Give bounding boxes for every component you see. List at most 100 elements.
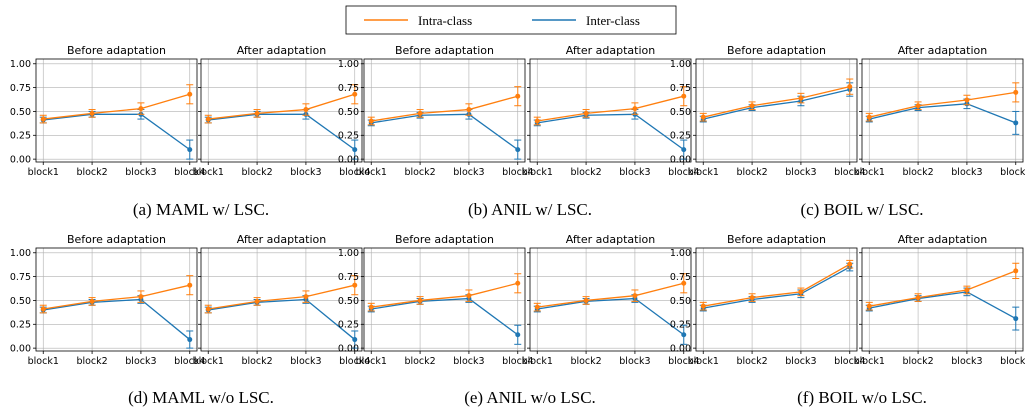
series-line — [869, 91, 1016, 118]
y-tick-label: 1.00 — [10, 59, 31, 70]
x-tick-label: block4 — [174, 356, 205, 367]
series-line — [208, 298, 356, 341]
data-point — [1013, 89, 1019, 95]
data-point — [515, 147, 521, 153]
data-point — [352, 147, 358, 153]
data-point — [368, 118, 374, 124]
data-point — [749, 295, 755, 301]
x-tick-label: block4 — [668, 356, 699, 367]
series-line — [537, 95, 684, 122]
data-point — [1013, 316, 1019, 322]
series-inter — [865, 98, 1020, 135]
subplot-c-before: Before adaptation 0.00 0.25 0.50 0.75 1.00 blo… — [670, 44, 866, 178]
data-point — [866, 303, 872, 309]
series-line — [869, 103, 1016, 124]
data-point — [847, 84, 853, 90]
subplot-a-before: Before adaptation 0.00 0.25 0.50 0.75 1.00 blo… — [10, 44, 206, 178]
x-tick-label: block3 — [785, 356, 816, 367]
subplot-b-before: Before adaptation 0.00 0.25 0.50 0.75 1.00 blo… — [338, 44, 534, 178]
x-tick-label: block2 — [736, 356, 767, 367]
y-tick-label: 0.25 — [670, 320, 691, 331]
subplot-e-after: After adaptation block1 block2 block3 block4 — [522, 233, 700, 367]
data-point — [187, 282, 193, 288]
data-point — [964, 287, 970, 293]
subplot-title: After adaptation — [898, 233, 988, 246]
x-tick-label: block4 — [1000, 356, 1025, 367]
data-point — [632, 293, 638, 299]
subplot-b-after: After adaptation block1 block2 block3 block4 — [522, 44, 700, 178]
y-tick-label: 0.50 — [670, 296, 691, 307]
y-tick-label: 0.00 — [670, 154, 691, 165]
axes-frame — [861, 58, 1024, 163]
y-tick-label: 0.75 — [670, 272, 691, 283]
axes-frame — [363, 247, 526, 352]
x-tick-label: block1 — [688, 356, 719, 367]
series-intra — [699, 259, 854, 311]
x-tick-label: block2 — [404, 356, 435, 367]
series-inter — [367, 294, 522, 345]
x-tick-label: block3 — [619, 356, 650, 367]
y-tick-label: 0.00 — [338, 154, 359, 165]
caption-f: (f) BOIL w/o LSC. — [797, 388, 927, 407]
subplot-title: Before adaptation — [395, 233, 494, 246]
series-intra — [533, 273, 688, 312]
series-line — [371, 113, 519, 151]
series-inter — [367, 109, 522, 160]
data-point — [515, 93, 521, 99]
x-tick-label: block4 — [1000, 167, 1025, 178]
caption-b: (b) ANIL w/ LSC. — [468, 200, 592, 219]
series-intra — [865, 262, 1020, 311]
y-tick-label: 0.25 — [338, 320, 359, 331]
data-point — [749, 103, 755, 109]
y-tick-label: 0.50 — [338, 296, 359, 307]
data-point — [368, 304, 374, 310]
x-tick-label: block4 — [502, 356, 533, 367]
y-tick-label: 0.75 — [10, 83, 31, 94]
axes-frame — [35, 58, 198, 163]
series-inter — [699, 262, 854, 312]
x-tick-label: block3 — [785, 167, 816, 178]
caption-c: (c) BOIL w/ LSC. — [800, 200, 923, 219]
x-tick-label: block1 — [356, 167, 387, 178]
data-point — [303, 107, 309, 113]
subplot-title: After adaptation — [566, 233, 656, 246]
x-tick-label: block2 — [736, 167, 767, 178]
subplot-title: After adaptation — [237, 44, 327, 57]
x-tick-label: block1 — [356, 356, 387, 367]
y-tick-label: 1.00 — [670, 59, 691, 70]
y-tick-label: 0.25 — [670, 131, 691, 142]
data-point — [964, 97, 970, 103]
subplot-title: Before adaptation — [67, 44, 166, 57]
data-point — [583, 297, 589, 303]
series-line — [537, 297, 685, 336]
y-tick-label: 0.00 — [670, 343, 691, 354]
series-inter — [39, 295, 194, 349]
axes-frame — [363, 58, 526, 163]
data-point — [40, 306, 46, 312]
x-tick-label: block3 — [951, 356, 982, 367]
data-point — [632, 106, 638, 112]
x-tick-label: block2 — [76, 167, 107, 178]
series-line — [43, 113, 191, 151]
data-point — [700, 303, 706, 309]
data-point — [700, 114, 706, 120]
axes-frame — [861, 247, 1024, 352]
y-tick-label: 1.00 — [10, 248, 31, 259]
series-inter — [533, 294, 688, 345]
y-tick-label: 0.75 — [338, 272, 359, 283]
data-point — [138, 106, 144, 112]
series-line — [371, 297, 519, 336]
data-point — [254, 110, 260, 116]
x-tick-label: block1 — [193, 356, 224, 367]
data-point — [866, 114, 872, 120]
y-tick-label: 0.75 — [670, 83, 691, 94]
series-intra — [204, 275, 359, 314]
subplot-title: After adaptation — [898, 44, 988, 57]
data-point — [417, 110, 423, 116]
data-point — [89, 110, 95, 116]
legend: Intra-class Inter-class — [345, 5, 677, 35]
caption-a: (a) MAML w/ LSC. — [133, 200, 269, 219]
series-intra — [39, 275, 194, 314]
x-tick-label: block4 — [502, 167, 533, 178]
series-line — [208, 113, 356, 151]
